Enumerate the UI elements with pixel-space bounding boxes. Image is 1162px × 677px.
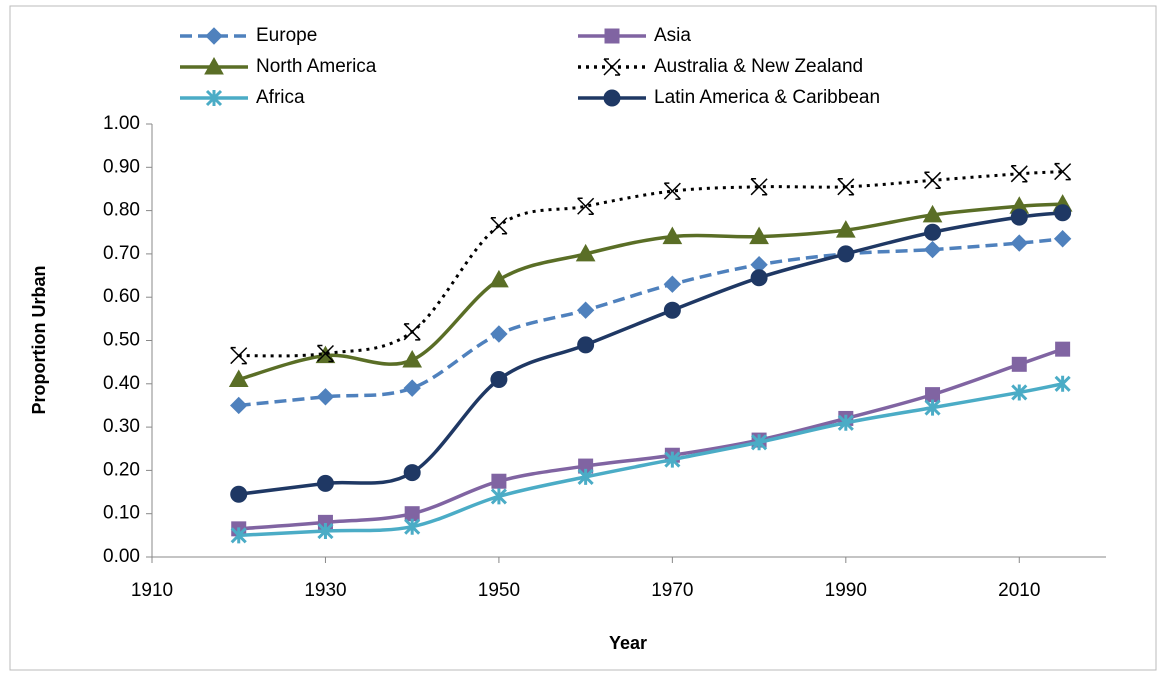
marker bbox=[1054, 375, 1071, 392]
marker bbox=[835, 220, 856, 238]
marker bbox=[403, 379, 421, 397]
marker bbox=[664, 451, 681, 468]
legend-item: North America bbox=[180, 56, 377, 77]
y-tick-label: 0.40 bbox=[103, 373, 140, 394]
marker bbox=[924, 223, 942, 241]
marker bbox=[316, 474, 334, 492]
marker bbox=[316, 388, 335, 406]
marker bbox=[230, 396, 248, 415]
marker bbox=[924, 171, 942, 190]
marker bbox=[577, 197, 595, 216]
marker bbox=[577, 468, 594, 485]
marker bbox=[1010, 208, 1028, 226]
x-tick-label: 1950 bbox=[478, 580, 520, 601]
marker bbox=[1054, 204, 1072, 222]
y-tick-label: 0.50 bbox=[103, 330, 140, 351]
x-tick-label: 1910 bbox=[131, 580, 173, 601]
y-tick-label: 0.20 bbox=[103, 459, 140, 480]
marker bbox=[404, 506, 420, 522]
y-axis-title: Proportion Urban bbox=[29, 266, 49, 415]
marker bbox=[1010, 234, 1028, 252]
legend-label: Asia bbox=[654, 25, 691, 46]
marker bbox=[489, 269, 509, 288]
marker bbox=[490, 370, 508, 388]
y-tick-label: 0.70 bbox=[103, 243, 140, 264]
y-tick-label: 0.30 bbox=[103, 416, 140, 437]
marker bbox=[663, 182, 681, 200]
x-tick-label: 1990 bbox=[825, 580, 867, 601]
legend-label: Europe bbox=[256, 25, 317, 46]
marker bbox=[491, 473, 507, 489]
marker bbox=[1010, 165, 1028, 183]
marker bbox=[402, 349, 423, 368]
marker bbox=[837, 245, 855, 263]
y-tick-label: 0.10 bbox=[103, 503, 140, 524]
marker bbox=[1011, 356, 1027, 372]
legend-item: Asia bbox=[578, 25, 691, 46]
marker bbox=[837, 414, 854, 431]
marker bbox=[577, 336, 595, 354]
y-tick-label: 0.00 bbox=[103, 546, 140, 567]
marker bbox=[663, 301, 681, 319]
marker bbox=[490, 217, 508, 235]
marker bbox=[316, 344, 334, 363]
y-tick-label: 0.60 bbox=[103, 286, 140, 307]
x-tick-label: 1930 bbox=[304, 580, 346, 601]
marker bbox=[1053, 230, 1072, 248]
legend-item: Europe bbox=[180, 25, 317, 46]
series-line bbox=[238, 202, 1063, 382]
marker bbox=[230, 346, 248, 365]
marker bbox=[576, 301, 595, 319]
marker bbox=[228, 369, 249, 387]
legend-label: Africa bbox=[256, 87, 305, 108]
y-tick-label: 0.90 bbox=[103, 156, 140, 177]
x-tick-label: 2010 bbox=[998, 580, 1040, 601]
x-axis-title: Year bbox=[609, 633, 647, 653]
marker bbox=[750, 178, 768, 196]
marker bbox=[403, 464, 421, 482]
marker bbox=[922, 204, 943, 223]
marker bbox=[1054, 162, 1072, 181]
marker bbox=[490, 325, 508, 343]
y-tick-label: 0.80 bbox=[103, 200, 140, 221]
marker bbox=[750, 269, 768, 287]
marker bbox=[1011, 384, 1028, 401]
marker bbox=[403, 323, 421, 341]
marker bbox=[924, 399, 941, 416]
marker bbox=[662, 226, 683, 245]
marker bbox=[663, 275, 682, 293]
marker bbox=[205, 89, 223, 107]
series-line bbox=[238, 211, 1063, 496]
x-tick-label: 1970 bbox=[651, 580, 693, 601]
marker bbox=[317, 522, 334, 540]
y-tick-label: 1.00 bbox=[103, 113, 140, 134]
marker bbox=[575, 243, 596, 262]
marker bbox=[749, 226, 769, 245]
marker bbox=[230, 485, 248, 503]
marker bbox=[603, 89, 621, 107]
marker bbox=[204, 56, 224, 75]
marker bbox=[837, 178, 855, 196]
marker bbox=[923, 240, 942, 259]
marker bbox=[205, 27, 223, 45]
marker bbox=[404, 518, 421, 535]
marker bbox=[1055, 341, 1071, 357]
legend-label: North America bbox=[256, 56, 377, 77]
marker bbox=[751, 434, 768, 451]
marker bbox=[604, 28, 620, 44]
marker bbox=[230, 527, 247, 544]
legend-item: Latin America & Caribbean bbox=[578, 87, 880, 108]
marker bbox=[603, 58, 621, 76]
legend-item: Australia & New Zealand bbox=[578, 56, 863, 77]
legend-label: Latin America & Caribbean bbox=[654, 87, 880, 108]
legend-item: Africa bbox=[180, 87, 305, 108]
marker bbox=[925, 387, 941, 403]
legend-label: Australia & New Zealand bbox=[654, 56, 863, 77]
marker bbox=[490, 488, 507, 505]
